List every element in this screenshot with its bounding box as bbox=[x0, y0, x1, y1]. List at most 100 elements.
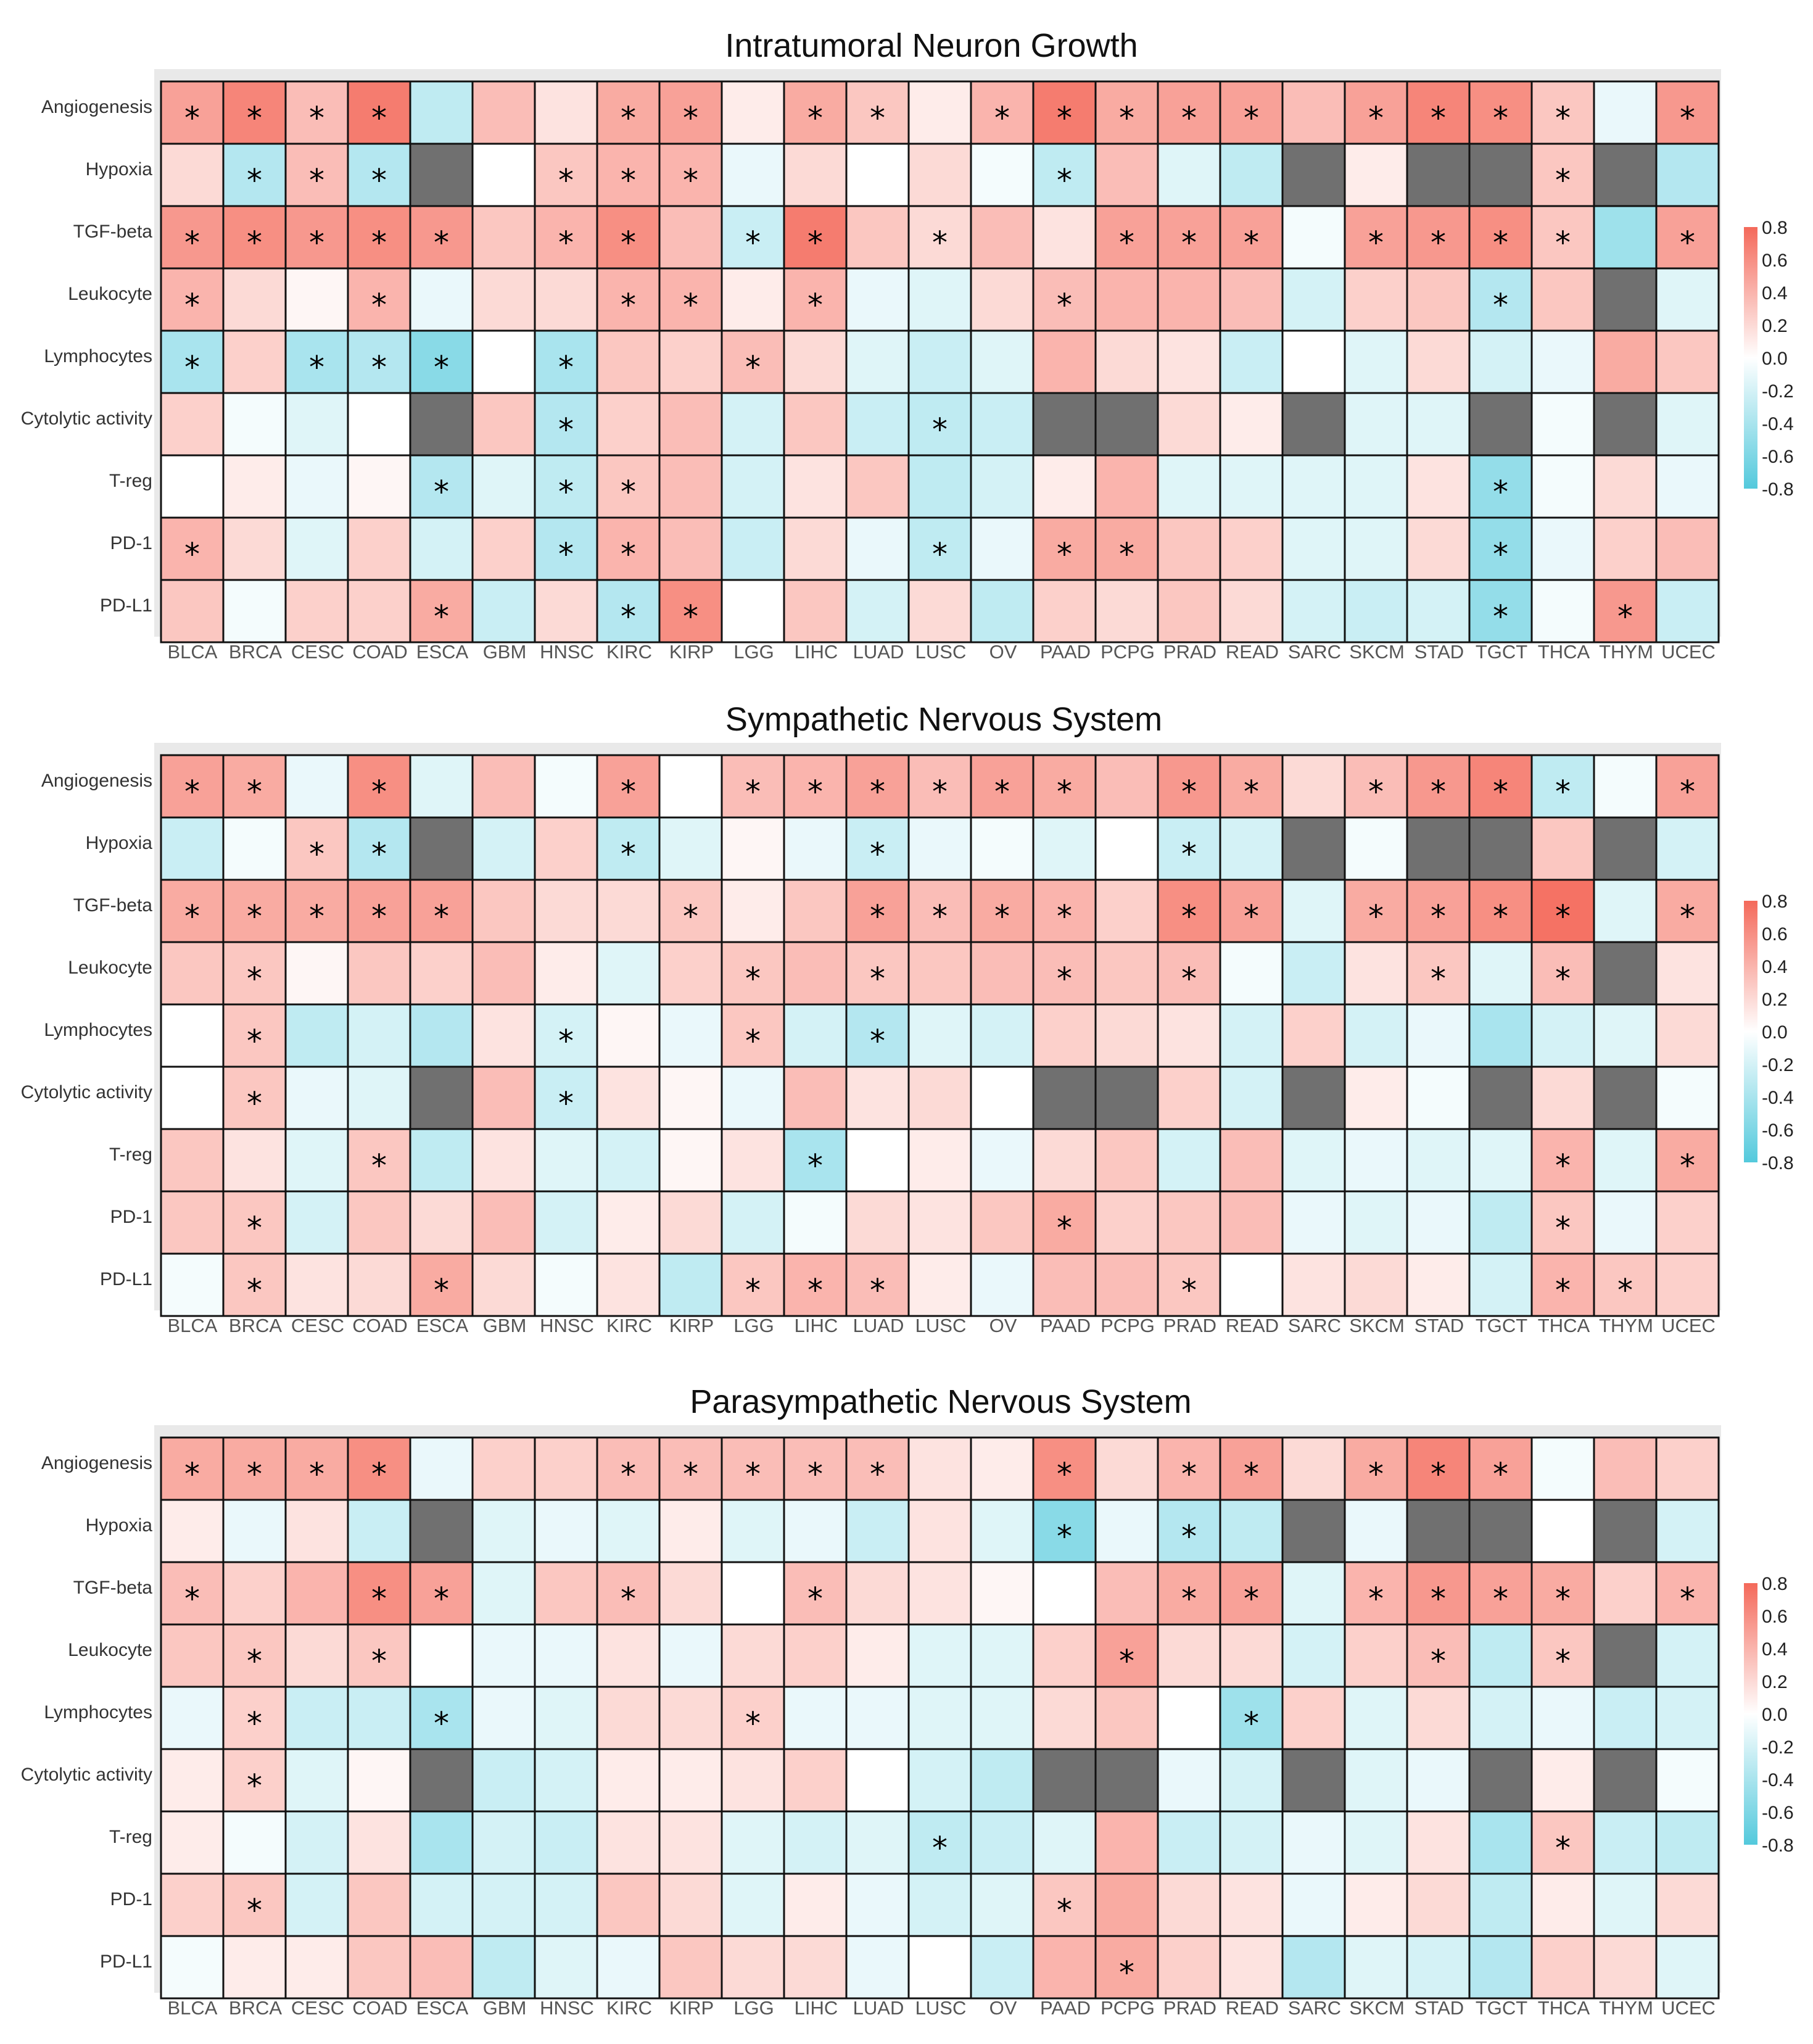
significance-star: * bbox=[371, 1644, 387, 1679]
heatmap-cell-hypoxia-stad bbox=[1406, 1499, 1471, 1563]
heatmap-cell-t-reg-skcm bbox=[1344, 1810, 1408, 1875]
legend-tick: 0.2 bbox=[1762, 990, 1788, 1010]
heatmap-cell-leukocyte-ov bbox=[970, 941, 1035, 1006]
significance-star: * bbox=[1057, 899, 1072, 935]
col-label-read: READ bbox=[1226, 641, 1279, 663]
heatmap-cell-t-reg-lusc bbox=[907, 1128, 972, 1193]
heatmap-cell-hypoxia-ucec bbox=[1655, 143, 1720, 207]
significance-star: * bbox=[1368, 1457, 1384, 1492]
heatmap-cell-pd-l1-coad bbox=[347, 579, 411, 643]
heatmap-cell-pd-l1-cesc bbox=[284, 579, 349, 643]
heatmap-cell-angiogenesis-prad bbox=[1157, 1436, 1221, 1501]
legend-tick: 0.2 bbox=[1762, 316, 1788, 336]
legend-tick: -0.6 bbox=[1762, 447, 1794, 467]
significance-star: * bbox=[807, 225, 823, 261]
heatmap-cell-pd-l1-lusc bbox=[907, 1935, 972, 2000]
heatmap-cell-pd-1-hnsc bbox=[534, 1190, 598, 1255]
significance-star: * bbox=[184, 899, 200, 935]
heatmap-cell-lymphocytes-kirc bbox=[596, 1003, 661, 1068]
col-label-ov: OV bbox=[989, 1997, 1017, 2019]
heatmap-cell-pd-l1-lihc bbox=[783, 1935, 848, 2000]
heatmap-cell-t-reg-lgg bbox=[721, 1810, 785, 1875]
heatmap-cell-pd-1-cesc bbox=[284, 1190, 349, 1255]
heatmap-cell-pd-1-hnsc bbox=[534, 1872, 598, 1937]
heatmap-cell-lymphocytes-luad bbox=[845, 1686, 910, 1750]
heatmap-cell-hypoxia-gbm bbox=[471, 1499, 536, 1563]
heatmap-cell-t-reg-hnsc bbox=[534, 1128, 598, 1193]
heatmap-cell-hypoxia-lihc bbox=[783, 816, 848, 881]
heatmap-cell-t-reg-tgct bbox=[1468, 454, 1533, 519]
heatmap-cell-lymphocytes-paad bbox=[1032, 1003, 1097, 1068]
heatmap-cell-leukocyte-tgct bbox=[1468, 1623, 1533, 1688]
heatmap-cell-t-reg-ov bbox=[970, 454, 1035, 519]
significance-star: * bbox=[1181, 101, 1197, 136]
heatmap-cell-angiogenesis-kirc bbox=[596, 754, 661, 819]
heatmap-cell-hypoxia-hnsc bbox=[534, 1499, 598, 1563]
heatmap-cell-lymphocytes-thca bbox=[1530, 1686, 1595, 1750]
heatmap-cell-tgf-beta-skcm bbox=[1344, 879, 1408, 943]
col-label-cesc: CESC bbox=[291, 1315, 344, 1336]
heatmap-cell-hypoxia-stad bbox=[1406, 143, 1471, 207]
heatmap-cell-pd-1-gbm bbox=[471, 516, 536, 581]
heatmap-cell-t-reg-coad bbox=[347, 1128, 411, 1193]
heatmap-cell-lymphocytes-lgg bbox=[721, 1686, 785, 1750]
heatmap-cell-angiogenesis-tgct bbox=[1468, 1436, 1533, 1501]
panel-parasympathetic-nervous-system: Parasympathetic Nervous System * * * * * * * * *… bbox=[21, 1383, 1794, 2019]
significance-star: * bbox=[1244, 1581, 1259, 1617]
heatmap-cell-pd-1-lihc bbox=[783, 1190, 848, 1255]
significance-star: * bbox=[1181, 837, 1197, 872]
heatmap-cell-hypoxia-ov bbox=[970, 816, 1035, 881]
heatmap-cell-leukocyte-ucec bbox=[1655, 1623, 1720, 1688]
col-label-thca: THCA bbox=[1538, 1997, 1590, 2019]
row-label-cytolytic-activity: Cytolytic activity bbox=[21, 1082, 152, 1103]
heatmap-cell-hypoxia-luad bbox=[845, 143, 910, 207]
significance-star: * bbox=[683, 599, 698, 635]
heatmap-cell-cytolytic-activity-blca bbox=[160, 1748, 225, 1813]
heatmap-cell-leukocyte-paad bbox=[1032, 1623, 1097, 1688]
heatmap-cell-pd-l1-blca bbox=[160, 1252, 225, 1317]
heatmap-cell-t-reg-pcpg bbox=[1094, 1810, 1159, 1875]
heatmap-cell-cytolytic-activity-cesc bbox=[284, 392, 349, 457]
heatmap-cell-angiogenesis-cesc bbox=[284, 80, 349, 145]
heatmap-cell-hypoxia-thca bbox=[1530, 143, 1595, 207]
significance-star: * bbox=[807, 1457, 823, 1492]
heatmap-cell-pd-1-stad bbox=[1406, 1872, 1471, 1937]
legend-tick: 0.8 bbox=[1762, 1574, 1788, 1594]
col-label-stad: STAD bbox=[1414, 641, 1464, 663]
heatmap-cell-lymphocytes-sarc bbox=[1281, 329, 1346, 394]
heatmap-cell-t-reg-gbm bbox=[471, 1128, 536, 1193]
heatmap-cell-angiogenesis-luad bbox=[845, 1436, 910, 1501]
heatmap-cell-tgf-beta-thym bbox=[1593, 1561, 1658, 1626]
heatmap-cell-cytolytic-activity-tgct bbox=[1468, 1748, 1533, 1813]
heatmap-cell-lymphocytes-tgct bbox=[1468, 329, 1533, 394]
row-label-pd-1: PD-1 bbox=[110, 1207, 152, 1227]
heatmap-cell-pd-1-skcm bbox=[1344, 1872, 1408, 1937]
heatmap-cell-leukocyte-hnsc bbox=[534, 1623, 598, 1688]
significance-star: * bbox=[621, 537, 636, 573]
heatmap-cell-leukocyte-cesc bbox=[284, 267, 349, 332]
col-label-ucec: UCEC bbox=[1661, 641, 1716, 663]
heatmap-cell-cytolytic-activity-coad bbox=[347, 392, 411, 457]
heatmap-cell-hypoxia-lihc bbox=[783, 1499, 848, 1563]
heatmap-cell-t-reg-thca bbox=[1530, 454, 1595, 519]
heatmap-cell-pd-l1-ov bbox=[970, 579, 1035, 643]
heatmap-cell-pd-l1-pcpg bbox=[1094, 1252, 1159, 1317]
heatmap-cell-lymphocytes-hnsc bbox=[534, 1686, 598, 1750]
heatmap-cell-cytolytic-activity-brca bbox=[222, 1065, 287, 1130]
heatmap-cell-hypoxia-thym bbox=[1593, 1499, 1658, 1563]
heatmap-cell-lymphocytes-read bbox=[1219, 329, 1284, 394]
heatmap-cell-t-reg-brca bbox=[222, 454, 287, 519]
heatmap-cell-t-reg-ov bbox=[970, 1128, 1035, 1193]
significance-star: * bbox=[184, 774, 200, 810]
significance-star: * bbox=[1431, 961, 1446, 997]
heatmap-cell-angiogenesis-thca bbox=[1530, 80, 1595, 145]
col-label-lusc: LUSC bbox=[915, 1997, 967, 2019]
heatmap-cell-leukocyte-thca bbox=[1530, 267, 1595, 332]
col-label-lihc: LIHC bbox=[795, 1315, 838, 1336]
heatmap-cell-cytolytic-activity-kirp bbox=[658, 1065, 723, 1130]
heatmap-cell-lymphocytes-luad bbox=[845, 329, 910, 394]
col-label-ov: OV bbox=[989, 1315, 1017, 1336]
col-label-lihc: LIHC bbox=[795, 641, 838, 663]
col-label-pcpg: PCPG bbox=[1101, 641, 1155, 663]
heatmap-cell-t-reg-sarc bbox=[1281, 454, 1346, 519]
